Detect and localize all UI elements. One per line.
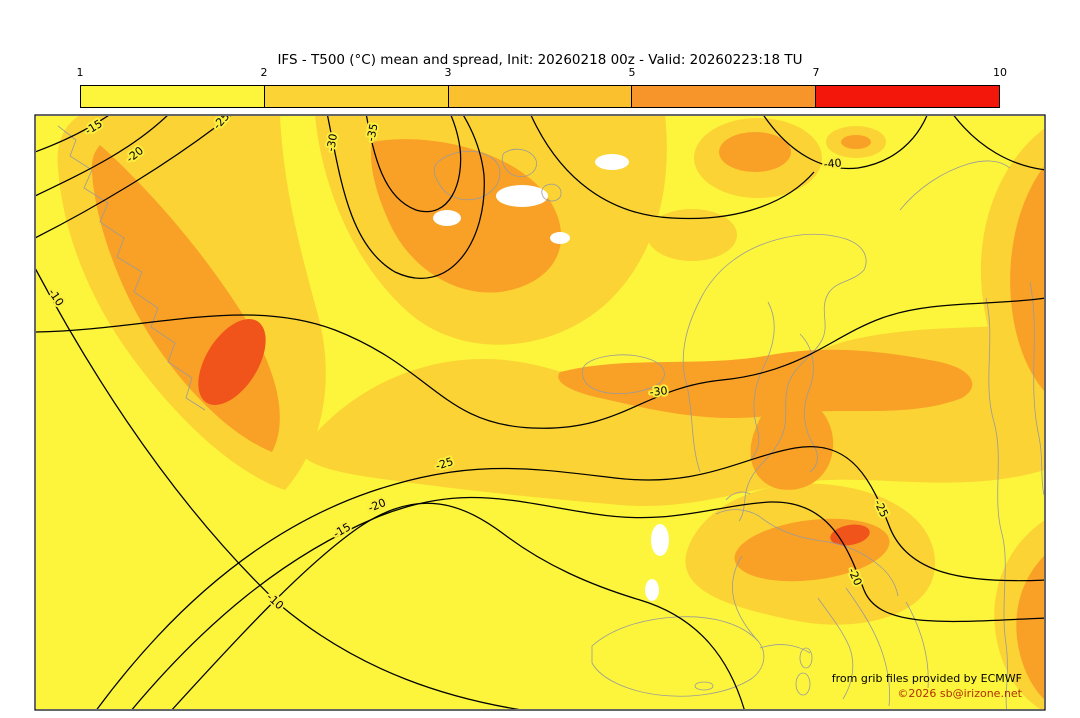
colorbar-segment [815,86,999,107]
credit-copyright: ©2026 sb@irizone.net [897,687,1022,700]
contour-label: -30 [649,384,668,399]
map-border [34,114,1046,711]
colorbar-tick: 3 [444,66,452,79]
colorbar-tick: 2 [260,66,268,79]
credit-ecmwf: from grib files provided by ECMWF [832,672,1022,685]
contour-label: -40 [823,156,842,171]
contour-label: -35 [364,122,380,142]
colorbar-tick: 5 [628,66,636,79]
contour-label: -30 [324,133,340,153]
colorbar-tick: 10 [993,66,1007,79]
chart-title: IFS - T500 (°C) mean and spread, Init: 2… [277,52,803,68]
colorbar-segment [263,86,448,107]
temperature-contours [36,116,1044,709]
colorbar-gradient [80,85,1000,108]
colorbar-segment [81,86,264,107]
spread-fill-regions [57,116,1044,709]
colorbar-tick: 7 [812,66,820,79]
colorbar-tick: 1 [76,66,84,79]
colorbar-segment [631,86,816,107]
coastlines [57,125,1044,709]
colorbar-segment [447,86,632,107]
